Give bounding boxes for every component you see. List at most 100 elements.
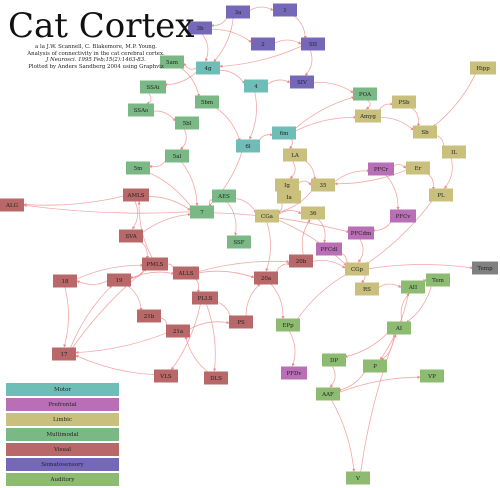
node-PL: PL: [429, 188, 453, 202]
edge-17-PMLS: [70, 268, 147, 351]
edge-Amyg-Sb: [377, 117, 414, 131]
edge-3b-4g: [201, 33, 209, 62]
edge-AAF-VP: [337, 375, 421, 394]
node-box: [301, 206, 325, 220]
node-box: [442, 145, 466, 159]
edge-layer: [23, 6, 477, 473]
node-label: PL: [437, 193, 445, 199]
node-label: AI: [395, 326, 402, 332]
node-SSAi: SSAi: [140, 80, 166, 94]
edge-3b-2: [209, 28, 252, 43]
node-PFCdm: PFCdm: [348, 226, 374, 240]
node-5am: 5am: [160, 55, 184, 69]
edge-5al-5m: [148, 157, 168, 169]
edge-RS-AII: [376, 283, 402, 290]
node-box: [275, 178, 299, 192]
edge-PLLS-VLS: [171, 303, 201, 371]
page-title: Cat Cortex: [8, 6, 195, 46]
node-box: [192, 291, 218, 305]
caption-line: J Neurosci. 1995 Feb;15(2):1463-83.: [46, 57, 146, 64]
edge-5m-7: [146, 171, 193, 209]
node-18: 18: [53, 274, 77, 288]
edge-Tem-AI: [406, 284, 433, 323]
node-label: VLS: [159, 374, 172, 380]
node-V: V: [346, 471, 370, 485]
edge-IL-PL: [444, 157, 453, 189]
node-box: [175, 116, 199, 130]
node-3b: 3b: [188, 21, 212, 35]
node-label: 6l: [245, 144, 250, 150]
node-label: Ig: [284, 183, 290, 189]
node-PFCdl: PFCdl: [316, 242, 342, 256]
edge-PLLS-DLS: [205, 303, 217, 372]
edge-7-PFCdm: [211, 212, 350, 233]
node-label: CGa: [261, 214, 274, 220]
edge-6m-LA: [288, 137, 294, 150]
node-label: 19: [116, 278, 123, 284]
node-box: [255, 209, 279, 223]
node-4g: 4g: [196, 61, 220, 75]
node-label: 4: [254, 84, 258, 90]
edge-7-ALG: [23, 204, 193, 214]
edge-ALLS-20b: [195, 259, 290, 273]
legend-item-motor: Motor: [6, 383, 119, 396]
node-SII: SII: [301, 37, 325, 51]
node-label: 3b: [196, 26, 203, 32]
node-label: PFCv: [396, 214, 412, 220]
node-label: 18: [62, 279, 69, 285]
node-box: [363, 359, 387, 373]
edge-36-PFCdl: [316, 218, 327, 244]
legend-item-auditory: Auditory: [6, 473, 119, 486]
caption-line: Plotted by Anders Sandberg 2004 using Gr…: [28, 63, 164, 70]
node-label: SSF: [233, 240, 244, 246]
node-label: PFCdl: [320, 247, 337, 253]
node-CGp: CGp: [345, 262, 369, 276]
node-label: RS: [363, 287, 371, 293]
node-label: PFCdm: [351, 231, 372, 237]
node-label: Amyg: [359, 114, 376, 120]
node-box: [368, 162, 394, 176]
edge-DP-AAF: [329, 365, 336, 388]
edge-2-SII: [272, 39, 302, 45]
node-label: Sb: [421, 130, 429, 136]
node-box: [137, 309, 161, 323]
node-label: 4g: [204, 66, 211, 72]
edge-19-ALLS: [128, 271, 175, 280]
edge-ALLS-PLLS: [191, 277, 201, 293]
node-label: 5m: [134, 166, 143, 172]
node-label: LA: [291, 153, 300, 159]
node-P: P: [363, 359, 387, 373]
node-box: [107, 273, 131, 287]
node-label: 17: [61, 352, 68, 358]
edge-SSAi-SSAo: [146, 92, 152, 105]
node-box: [322, 353, 346, 367]
node-label: DP: [330, 358, 338, 364]
edge-DLS-21a: [184, 335, 210, 374]
edge-Ig-35: [296, 180, 312, 186]
legend: Motor Prefrontal Limbic Multimodal Visua…: [6, 383, 119, 488]
edge-4-6l: [249, 91, 257, 140]
node-Sb: Sb: [413, 125, 437, 139]
edge-EPp-CGp: [295, 273, 349, 322]
node-VP: VP: [420, 369, 444, 383]
node-36: 36: [301, 206, 325, 220]
edge-SVA-7: [140, 212, 192, 235]
node-5bm: 5bm: [195, 95, 219, 109]
node-label: 35: [320, 183, 327, 189]
node-box: [154, 369, 178, 383]
node-box: [166, 324, 190, 338]
node-AAF: AAF: [316, 387, 340, 401]
edge-AMLS-7: [145, 196, 191, 211]
node-label: SSAo: [134, 108, 149, 114]
node-layer: 3a 1 3b 2 SII SIV 4g 4 6l 6m Hipp 5am SSAi 5bm SSAo 5bl…: [0, 3, 498, 485]
node-label: IL: [451, 150, 457, 156]
edge-6m-Amyg: [293, 115, 357, 133]
edge-AI-DP: [344, 330, 391, 358]
node-label: PLLS: [198, 296, 213, 302]
node-box: [429, 188, 453, 202]
edge-3a-4g: [213, 17, 234, 63]
node-box: [244, 79, 268, 93]
node-box: [128, 103, 154, 117]
node-box: [355, 282, 379, 296]
node-box: [254, 271, 278, 285]
